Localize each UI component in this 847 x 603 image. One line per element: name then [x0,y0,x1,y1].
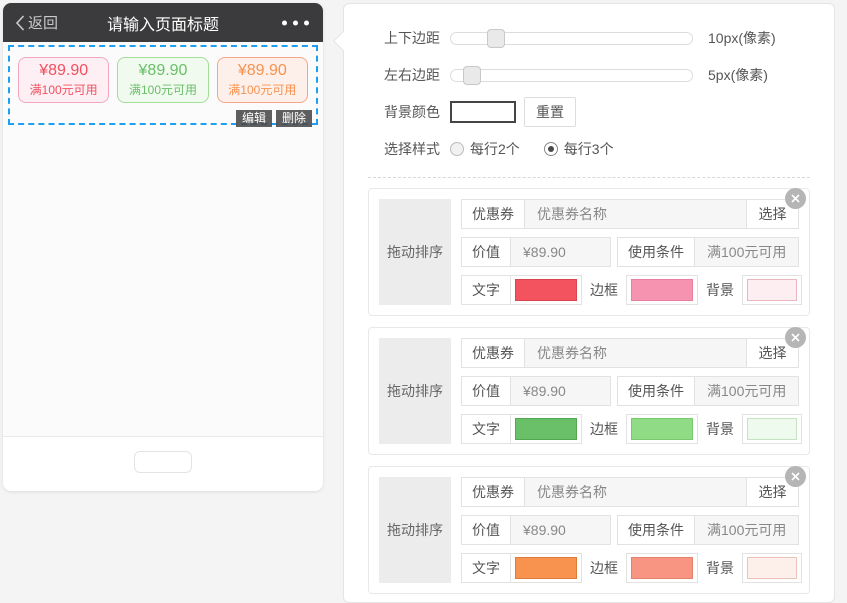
coupon-label: 优惠券 [462,478,524,506]
coupon-price: ¥89.90 [237,62,287,79]
remove-row-button[interactable] [785,327,806,348]
coupon-editor-row: 拖动排序 优惠券 优惠券名称 选择 价值 ¥89.90 使用条件 [368,466,810,594]
border-color-label: 边框 [590,560,618,576]
coupon-card[interactable]: ¥89.90 满100元可用 [117,57,209,103]
coupon-condition-input[interactable]: 满100元可用 [694,516,799,544]
vertical-margin-slider[interactable] [450,28,693,48]
coupon-condition-input[interactable]: 满100元可用 [694,377,799,405]
text-color-swatch[interactable] [515,279,577,301]
border-color-swatch[interactable] [631,557,693,579]
back-label: 返回 [28,15,59,32]
coupon-editor-list: 拖动排序 优惠券 优惠券名称 选择 价值 ¥89.90 使用条件 [344,188,834,594]
coupon-condition: 满100元可用 [128,83,197,97]
edit-button[interactable]: 编辑 [235,110,272,127]
bg-color-label: 背景 [706,421,734,437]
horizontal-margin-value: 5px(像素) [708,67,768,83]
coupon-card[interactable]: ¥89.90 满100元可用 [216,57,308,103]
back-chevron-icon [15,14,25,31]
text-color-swatch[interactable] [515,418,577,440]
condition-label: 使用条件 [618,516,694,544]
more-options-icon[interactable] [282,20,309,25]
vertical-margin-slider-handle[interactable] [487,28,505,48]
coupon-condition: 满100元可用 [29,83,98,97]
coupon-name-input[interactable]: 优惠券名称 [524,478,746,506]
remove-row-button[interactable] [785,466,806,487]
text-color-label: 文字 [462,276,510,304]
coupon-price: ¥89.90 [138,62,188,79]
border-color-label: 边框 [590,282,618,298]
selection-actions: 编辑 删除 [235,110,312,127]
bg-color-swatch[interactable] [747,557,797,579]
border-color-swatch[interactable] [631,279,693,301]
horizontal-margin-label: 左右边距 [384,67,440,83]
coupon-condition-input[interactable]: 满100元可用 [694,238,799,266]
value-label: 价值 [462,238,510,266]
vertical-margin-label: 上下边距 [384,30,440,46]
coupon-value-input[interactable]: ¥89.90 [510,377,610,405]
text-color-swatch[interactable] [515,557,577,579]
horizontal-margin-slider-handle[interactable] [463,65,481,85]
empty-button-placeholder[interactable] [134,451,192,473]
radio-icon[interactable] [450,142,464,156]
radio-icon[interactable] [543,142,558,156]
coupon-label: 优惠券 [462,339,524,367]
coupon-label: 优惠券 [462,200,524,228]
style-select-label: 选择样式 [384,141,440,157]
phone-canvas: ¥89.90 满100元可用 ¥89.90 满100元可用 ¥89.90 满10… [3,42,323,437]
value-label: 价值 [462,377,510,405]
coupon-value-input[interactable]: ¥89.90 [510,516,610,544]
border-color-swatch[interactable] [631,418,693,440]
phone-header: 返回 请输入页面标题 [3,3,323,42]
horizontal-margin-slider[interactable] [450,65,693,85]
settings-panel: 上下边距 10px(像素) 左右边距 5px(像素) 背景颜色 重置 选择样式 … [333,3,835,603]
coupon-editor-row: 拖动排序 优惠券 优惠券名称 选择 价值 ¥89.90 使用条件 [368,327,810,455]
value-label: 价值 [462,516,510,544]
reset-button[interactable]: 重置 [524,97,576,127]
background-color-label: 背景颜色 [384,104,440,120]
section-divider [368,177,810,178]
border-color-label: 边框 [590,421,618,437]
coupon-name-input[interactable]: 优惠券名称 [524,339,746,367]
phone-preview: 返回 请输入页面标题 ¥89.90 满100元可用 ¥89.90 满100元可用… [3,3,323,491]
condition-label: 使用条件 [618,377,694,405]
bg-color-swatch[interactable] [747,418,797,440]
coupon-editor-row: 拖动排序 优惠券 优惠券名称 选择 价值 ¥89.90 使用条件 [368,188,810,316]
settings-form: 上下边距 10px(像素) 左右边距 5px(像素) 背景颜色 重置 选择样式 … [344,26,834,161]
text-color-label: 文字 [462,415,510,443]
background-color-input[interactable] [450,101,516,123]
bg-color-label: 背景 [706,282,734,298]
remove-row-button[interactable] [785,188,806,209]
coupon-card[interactable]: ¥89.90 满100元可用 [18,57,110,103]
radio-label: 每行2个 [470,141,520,157]
phone-footer [3,437,323,473]
radio-label: 每行3个 [563,141,614,157]
bg-color-swatch[interactable] [747,279,797,301]
back-button[interactable]: 返回 [15,12,58,33]
text-color-label: 文字 [462,554,510,582]
coupon-row: ¥89.90 满100元可用 ¥89.90 满100元可用 ¥89.90 满10… [10,47,316,113]
coupon-name-input[interactable]: 优惠券名称 [524,200,746,228]
condition-label: 使用条件 [618,238,694,266]
drag-handle[interactable]: 拖动排序 [379,338,451,444]
selected-coupon-component[interactable]: ¥89.90 满100元可用 ¥89.90 满100元可用 ¥89.90 满10… [8,45,318,127]
coupon-value-input[interactable]: ¥89.90 [510,238,610,266]
coupon-condition: 满100元可用 [228,83,297,97]
radio-option-3-per-row[interactable]: 每行3个 [543,139,614,159]
drag-handle[interactable]: 拖动排序 [379,477,451,583]
vertical-margin-value: 10px(像素) [708,30,776,46]
delete-button[interactable]: 删除 [275,110,312,127]
radio-option-2-per-row[interactable]: 每行2个 [450,139,520,159]
bg-color-label: 背景 [706,560,734,576]
page-title: 请输入页面标题 [106,16,219,34]
coupon-price: ¥89.90 [39,62,89,79]
drag-handle[interactable]: 拖动排序 [379,199,451,305]
